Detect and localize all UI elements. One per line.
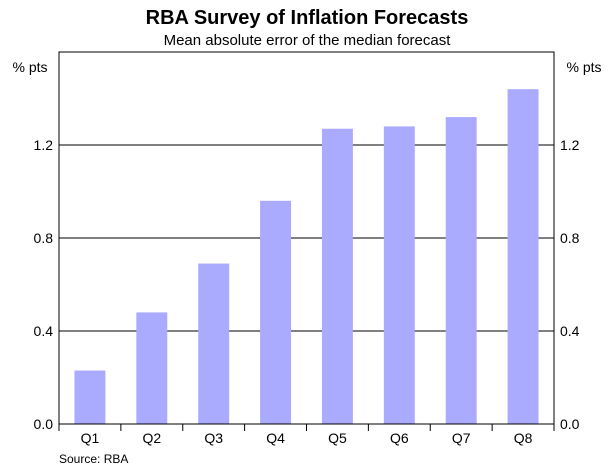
y-tick-label-left: 0.8 <box>34 230 54 246</box>
y-tick-label-right: 1.2 <box>560 137 580 153</box>
x-tick-label: Q4 <box>266 430 285 446</box>
y-tick-label-right: 0.4 <box>560 323 580 339</box>
y-tick-label-right: 0.0 <box>560 416 580 432</box>
x-tick-label: Q2 <box>142 430 161 446</box>
bar-q5 <box>321 128 353 424</box>
bar-q4 <box>260 200 292 424</box>
bar-q2 <box>136 312 168 424</box>
chart-title: RBA Survey of Inflation Forecasts <box>146 7 469 29</box>
y-tick-label-left: 1.2 <box>34 137 54 153</box>
bar-q6 <box>383 126 415 425</box>
bar-q1 <box>74 370 106 424</box>
x-tick-label: Q8 <box>514 430 533 446</box>
source-note: Source: RBA <box>59 452 128 466</box>
x-tick-label: Q5 <box>328 430 347 446</box>
x-tick-label: Q7 <box>452 430 471 446</box>
x-tick-label: Q1 <box>81 430 100 446</box>
y-tick-label-left: 0.4 <box>34 323 54 339</box>
bar-q8 <box>507 89 539 424</box>
right-axis-unit: % pts <box>566 59 601 75</box>
bar-q3 <box>198 263 230 424</box>
x-tick-label: Q6 <box>390 430 409 446</box>
chart-subtitle: Mean absolute error of the median foreca… <box>164 32 452 49</box>
x-tick-label: Q3 <box>204 430 223 446</box>
y-tick-label-right: 0.8 <box>560 230 580 246</box>
y-tick-label-left: 0.0 <box>34 416 54 432</box>
left-axis-unit: % pts <box>12 59 47 75</box>
bar-q7 <box>445 117 477 424</box>
